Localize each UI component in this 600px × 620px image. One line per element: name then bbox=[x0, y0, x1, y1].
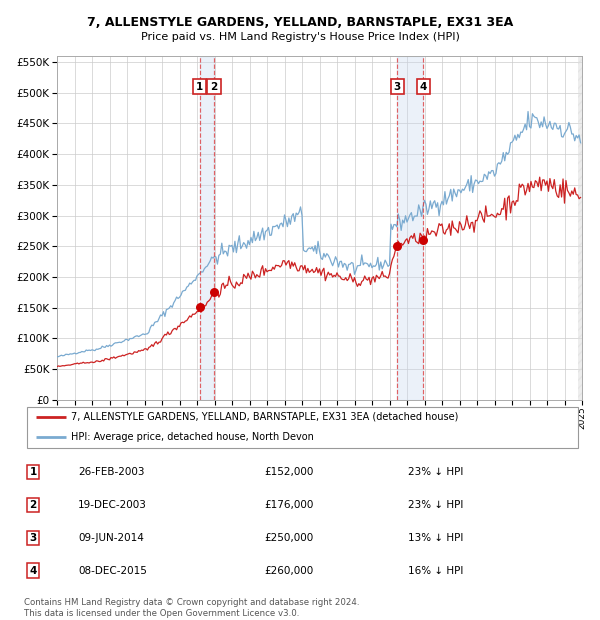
Text: £250,000: £250,000 bbox=[264, 533, 313, 543]
Text: 23% ↓ HPI: 23% ↓ HPI bbox=[408, 500, 463, 510]
Text: 4: 4 bbox=[420, 81, 427, 92]
Bar bbox=[397, 56, 424, 400]
Text: 1: 1 bbox=[196, 81, 203, 92]
Text: Contains HM Land Registry data © Crown copyright and database right 2024.
This d: Contains HM Land Registry data © Crown c… bbox=[24, 598, 359, 618]
Bar bbox=[578, 56, 582, 400]
Text: HPI: Average price, detached house, North Devon: HPI: Average price, detached house, Nort… bbox=[71, 432, 314, 443]
Text: 16% ↓ HPI: 16% ↓ HPI bbox=[408, 565, 463, 576]
Text: 13% ↓ HPI: 13% ↓ HPI bbox=[408, 533, 463, 543]
Text: 3: 3 bbox=[394, 81, 401, 92]
Text: Price paid vs. HM Land Registry's House Price Index (HPI): Price paid vs. HM Land Registry's House … bbox=[140, 32, 460, 42]
Text: 4: 4 bbox=[29, 565, 37, 576]
Text: 09-JUN-2014: 09-JUN-2014 bbox=[78, 533, 144, 543]
Text: £260,000: £260,000 bbox=[264, 565, 313, 576]
Text: 7, ALLENSTYLE GARDENS, YELLAND, BARNSTAPLE, EX31 3EA: 7, ALLENSTYLE GARDENS, YELLAND, BARNSTAP… bbox=[87, 16, 513, 29]
Text: 19-DEC-2003: 19-DEC-2003 bbox=[78, 500, 147, 510]
Text: 7, ALLENSTYLE GARDENS, YELLAND, BARNSTAPLE, EX31 3EA (detached house): 7, ALLENSTYLE GARDENS, YELLAND, BARNSTAP… bbox=[71, 412, 459, 422]
Text: 08-DEC-2015: 08-DEC-2015 bbox=[78, 565, 147, 576]
Text: 2: 2 bbox=[211, 81, 218, 92]
FancyBboxPatch shape bbox=[27, 407, 578, 448]
Text: £152,000: £152,000 bbox=[264, 467, 313, 477]
Text: £176,000: £176,000 bbox=[264, 500, 313, 510]
Bar bbox=[200, 56, 214, 400]
Text: 26-FEB-2003: 26-FEB-2003 bbox=[78, 467, 145, 477]
Text: 1: 1 bbox=[29, 467, 37, 477]
Text: 3: 3 bbox=[29, 533, 37, 543]
Text: 23% ↓ HPI: 23% ↓ HPI bbox=[408, 467, 463, 477]
Text: 2: 2 bbox=[29, 500, 37, 510]
